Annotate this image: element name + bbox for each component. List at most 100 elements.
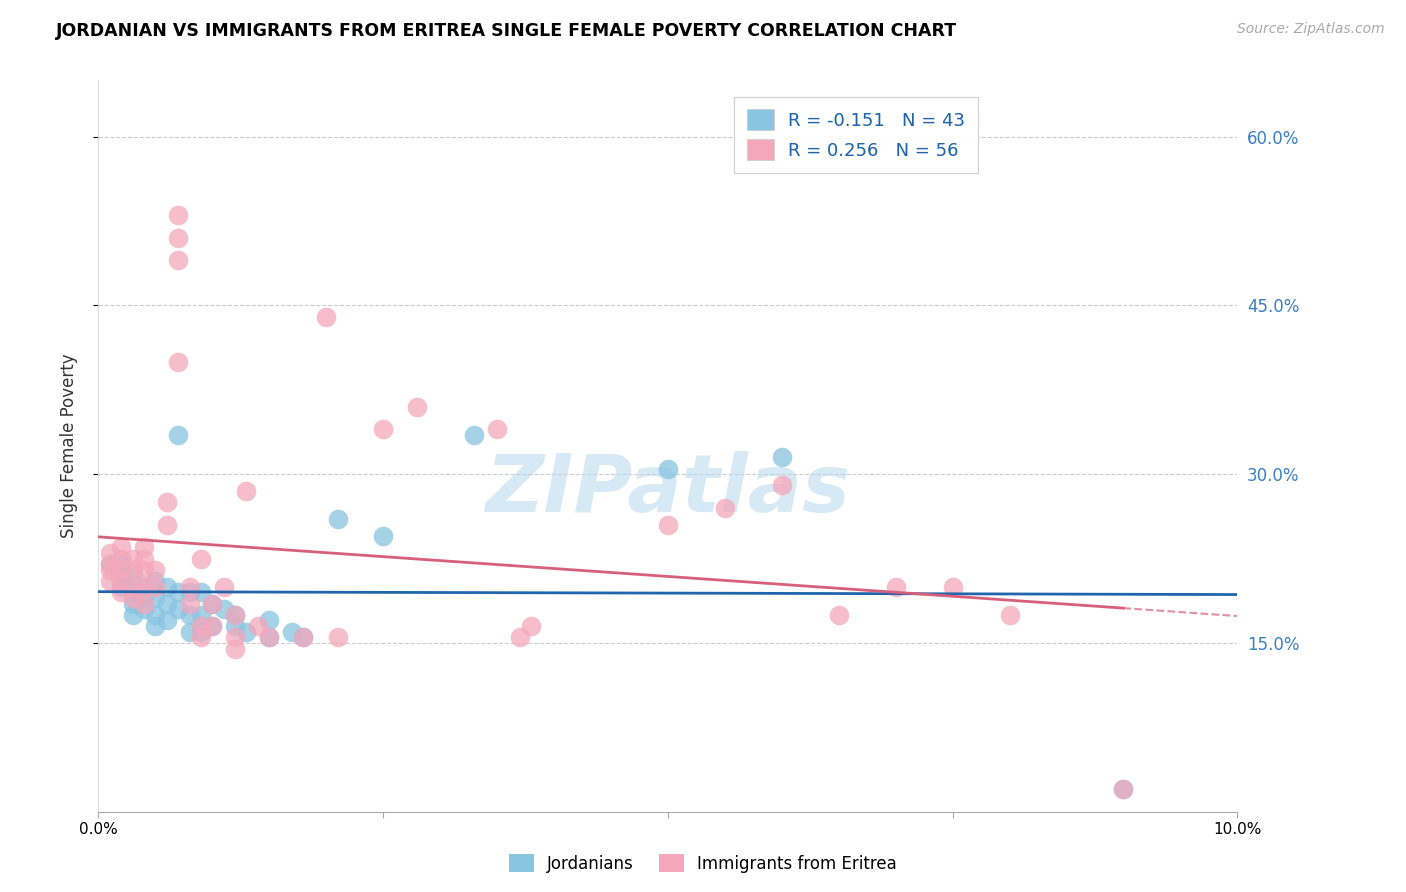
Point xyxy=(201,597,224,611)
Point xyxy=(657,461,679,475)
Point xyxy=(110,557,132,571)
Point xyxy=(98,546,121,560)
Point xyxy=(121,568,143,582)
Point xyxy=(145,607,167,622)
Point xyxy=(190,619,212,633)
Point xyxy=(145,619,167,633)
Point xyxy=(190,585,212,599)
Point xyxy=(98,557,121,571)
Point xyxy=(212,602,235,616)
Point xyxy=(520,619,543,633)
Point xyxy=(224,630,246,644)
Text: ZIPatlas: ZIPatlas xyxy=(485,450,851,529)
Point xyxy=(145,580,167,594)
Point xyxy=(657,517,679,532)
Point xyxy=(1112,782,1135,797)
Point xyxy=(179,585,201,599)
Point xyxy=(509,630,531,644)
Point xyxy=(132,551,155,566)
Point xyxy=(190,551,212,566)
Point xyxy=(167,231,190,245)
Point xyxy=(145,563,167,577)
Point xyxy=(110,551,132,566)
Point xyxy=(167,427,190,442)
Point xyxy=(373,422,395,436)
Text: Source: ZipAtlas.com: Source: ZipAtlas.com xyxy=(1237,22,1385,37)
Point xyxy=(259,614,281,628)
Point xyxy=(132,597,155,611)
Point xyxy=(259,630,281,644)
Point xyxy=(132,563,155,577)
Point xyxy=(224,607,246,622)
Point xyxy=(132,591,155,605)
Point xyxy=(235,624,257,639)
Point xyxy=(132,541,155,555)
Point xyxy=(121,591,143,605)
Point xyxy=(224,607,246,622)
Point xyxy=(406,400,429,414)
Point xyxy=(201,597,224,611)
Point xyxy=(179,624,201,639)
Point xyxy=(179,580,201,594)
Point xyxy=(156,495,179,509)
Point xyxy=(110,585,132,599)
Point xyxy=(770,478,793,492)
Point xyxy=(292,630,315,644)
Point xyxy=(110,568,132,582)
Point xyxy=(326,512,349,526)
Point xyxy=(486,422,509,436)
Point xyxy=(167,585,190,599)
Point xyxy=(156,580,179,594)
Point xyxy=(235,483,257,498)
Point xyxy=(281,624,304,639)
Point xyxy=(145,591,167,605)
Point xyxy=(132,580,155,594)
Point xyxy=(167,354,190,368)
Point xyxy=(259,630,281,644)
Point xyxy=(828,607,851,622)
Point xyxy=(156,614,179,628)
Point xyxy=(121,551,143,566)
Point xyxy=(121,607,143,622)
Point xyxy=(110,580,132,594)
Point xyxy=(179,607,201,622)
Point xyxy=(1112,782,1135,797)
Point xyxy=(224,619,246,633)
Point xyxy=(98,557,121,571)
Point xyxy=(145,574,167,588)
Point xyxy=(156,517,179,532)
Point xyxy=(201,619,224,633)
Point xyxy=(167,208,190,222)
Point xyxy=(167,253,190,268)
Point xyxy=(121,563,143,577)
Point xyxy=(463,427,485,442)
Point xyxy=(110,574,132,588)
Text: JORDANIAN VS IMMIGRANTS FROM ERITREA SINGLE FEMALE POVERTY CORRELATION CHART: JORDANIAN VS IMMIGRANTS FROM ERITREA SIN… xyxy=(56,22,957,40)
Point xyxy=(246,619,269,633)
Point xyxy=(292,630,315,644)
Point xyxy=(110,541,132,555)
Point xyxy=(942,580,965,594)
Point xyxy=(326,630,349,644)
Legend: R = -0.151   N = 43, R = 0.256   N = 56: R = -0.151 N = 43, R = 0.256 N = 56 xyxy=(734,96,977,173)
Point xyxy=(770,450,793,465)
Point xyxy=(190,630,212,644)
Legend: Jordanians, Immigrants from Eritrea: Jordanians, Immigrants from Eritrea xyxy=(502,847,904,880)
Point xyxy=(212,580,235,594)
Point xyxy=(714,500,737,515)
Y-axis label: Single Female Poverty: Single Female Poverty xyxy=(59,354,77,538)
Point xyxy=(110,563,132,577)
Point xyxy=(156,597,179,611)
Point xyxy=(315,310,337,324)
Point xyxy=(167,602,190,616)
Point xyxy=(998,607,1021,622)
Point xyxy=(98,563,121,577)
Point xyxy=(190,607,212,622)
Point xyxy=(132,580,155,594)
Point xyxy=(132,602,155,616)
Point xyxy=(121,597,143,611)
Point xyxy=(121,580,143,594)
Point xyxy=(201,619,224,633)
Point xyxy=(190,624,212,639)
Point xyxy=(121,585,143,599)
